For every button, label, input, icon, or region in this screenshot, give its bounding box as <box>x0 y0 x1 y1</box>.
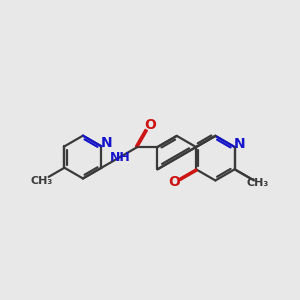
Text: O: O <box>144 118 156 132</box>
Text: N: N <box>233 137 245 152</box>
Text: N: N <box>101 136 112 150</box>
Text: O: O <box>168 175 180 189</box>
Text: NH: NH <box>110 151 130 164</box>
Text: CH₃: CH₃ <box>246 178 268 188</box>
Text: CH₃: CH₃ <box>30 176 52 186</box>
